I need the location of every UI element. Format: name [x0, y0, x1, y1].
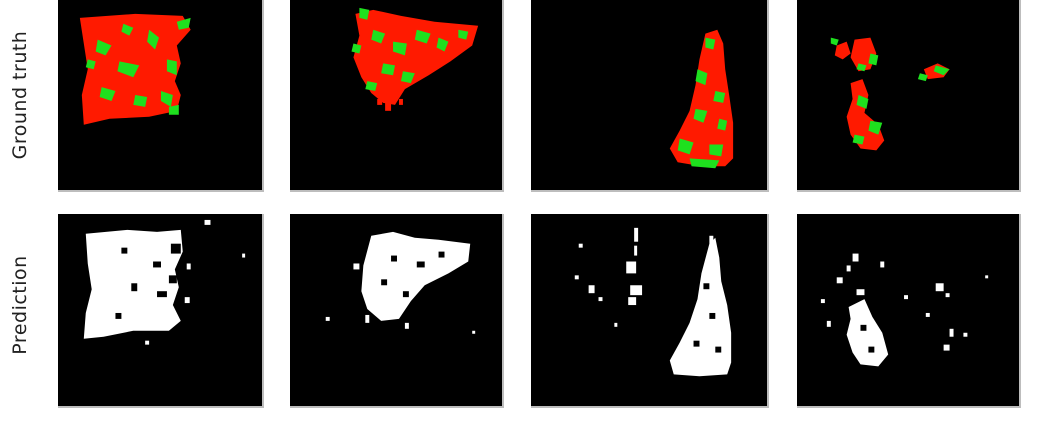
ground-truth-panel-3 [531, 0, 769, 192]
prediction-mask-2 [325, 231, 476, 334]
ground-truth-mask-2 [351, 7, 479, 111]
ground-truth-panel-4 [797, 0, 1021, 192]
ground-truth-mask-4 [830, 37, 950, 151]
prediction-mask-4 [820, 253, 989, 367]
ground-truth-mask-3 [669, 29, 734, 169]
ground-truth-panel-1 [58, 0, 264, 192]
prediction-panel-4 [797, 214, 1021, 408]
prediction-panel-1 [58, 214, 264, 408]
prediction-panel-2 [290, 214, 504, 408]
ground-truth-mask-1 [79, 13, 191, 125]
prediction-panel-3 [531, 214, 769, 408]
prediction-mask-1 [83, 219, 246, 345]
prediction-mask-3 [574, 227, 732, 377]
ground-truth-panel-2 [290, 0, 504, 192]
